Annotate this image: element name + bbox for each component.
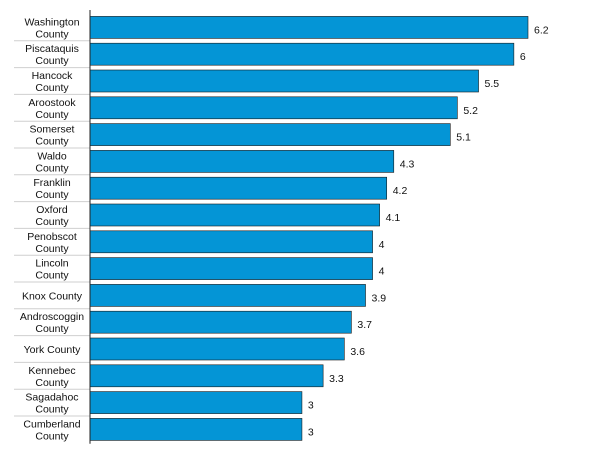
bar xyxy=(89,257,373,280)
bar xyxy=(89,123,451,146)
category-label-line: Aroostook xyxy=(28,97,76,109)
bar xyxy=(89,310,352,334)
category-label-line: County xyxy=(35,189,69,201)
bar xyxy=(89,284,366,307)
category-label-line: County xyxy=(35,162,69,174)
bar xyxy=(89,96,458,120)
category-label: Washington County xyxy=(24,16,79,40)
category-label-line: Sagadahoc xyxy=(25,392,78,404)
bar xyxy=(89,42,515,66)
category-label-line: Kennebec xyxy=(28,365,75,377)
category-label-line: Washington xyxy=(24,16,79,28)
value-label: 3.9 xyxy=(372,292,387,304)
category-label-line: County xyxy=(35,82,69,94)
category-label: Oxford County xyxy=(35,204,69,228)
category-label-line: Hancock xyxy=(32,70,74,82)
category-label: Penobscot County xyxy=(27,231,77,255)
category-label-line: Piscataquis xyxy=(25,43,79,55)
value-label: 4.2 xyxy=(393,185,408,197)
category-label: Hancock County xyxy=(32,70,74,94)
category-label: Androscoggin County xyxy=(20,311,84,335)
bar xyxy=(89,203,380,227)
category-label-line: County xyxy=(35,430,69,442)
category-label-line: Waldo xyxy=(37,150,67,162)
category-label-line: County xyxy=(35,243,69,255)
category-label-line: County xyxy=(35,377,69,389)
category-label-line: Somerset xyxy=(30,124,75,136)
category-label: Franklin County xyxy=(33,177,71,201)
category-label-line: Oxford xyxy=(36,204,68,216)
bar xyxy=(89,176,388,200)
row-separators xyxy=(14,40,90,417)
category-label: York County xyxy=(24,344,82,356)
category-label-line: Knox County xyxy=(22,290,83,302)
category-label-line: County xyxy=(35,28,69,40)
value-label: 3 xyxy=(308,426,314,438)
bar xyxy=(89,418,303,441)
category-label: Sagadahoc County xyxy=(25,392,78,416)
category-label-line: Androscoggin xyxy=(20,311,84,323)
category-label: Lincoln County xyxy=(35,258,69,282)
value-label: 5.1 xyxy=(456,132,471,144)
value-label: 3.6 xyxy=(350,346,365,358)
category-label: Cumberland County xyxy=(23,418,80,442)
category-label-line: County xyxy=(35,404,69,416)
value-label: 4.1 xyxy=(386,212,401,224)
bar xyxy=(89,69,479,93)
category-label-line: County xyxy=(35,270,69,282)
value-label: 5.5 xyxy=(485,78,500,90)
value-label: 5.2 xyxy=(463,105,478,117)
bar xyxy=(89,230,373,254)
value-label: 3.3 xyxy=(329,373,344,385)
category-label: Kennebec County xyxy=(28,365,75,389)
category-label-line: County xyxy=(35,55,69,67)
category-label: Piscataquis County xyxy=(25,43,79,67)
value-label: 3 xyxy=(308,400,314,412)
category-label-line: Lincoln xyxy=(35,258,68,270)
category-label: Aroostook County xyxy=(28,97,76,121)
bar xyxy=(89,337,345,361)
bar xyxy=(89,150,395,173)
value-label: 6.2 xyxy=(534,24,549,36)
value-labels: 6.2 6 5.5 5.2 5.1 4.3 4.2 4.1 4 4 3.9 3.7 3.6 3.3 3 3 xyxy=(308,24,549,438)
bar xyxy=(89,391,303,414)
value-label: 4.3 xyxy=(400,158,415,170)
category-label-line: Cumberland xyxy=(23,418,80,430)
value-label: 4 xyxy=(379,266,385,278)
category-label-line: Franklin xyxy=(33,177,71,189)
category-label-line: County xyxy=(35,109,69,121)
category-label-line: County xyxy=(35,323,69,335)
bar xyxy=(89,16,529,39)
value-label: 6 xyxy=(520,51,526,63)
category-label: Somerset County xyxy=(30,124,75,148)
bar xyxy=(89,364,324,388)
category-label-line: County xyxy=(35,216,69,228)
category-label-line: Penobscot xyxy=(27,231,77,243)
category-label: Waldo County xyxy=(35,150,69,174)
bars xyxy=(89,16,529,441)
category-label-line: York County xyxy=(24,344,82,356)
value-label: 4 xyxy=(379,239,385,251)
category-label: Knox County xyxy=(22,290,83,302)
value-label: 3.7 xyxy=(357,319,372,331)
category-label-line: County xyxy=(35,136,69,148)
